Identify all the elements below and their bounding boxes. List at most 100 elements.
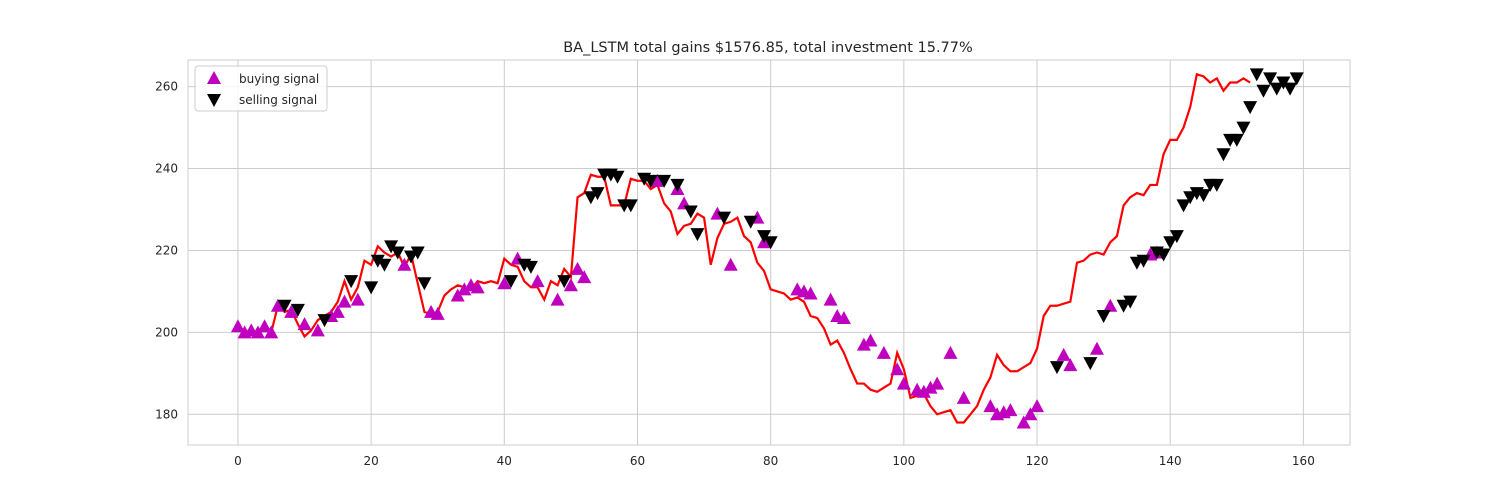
sell-signal-marker — [503, 275, 518, 289]
buy-signal-marker — [930, 376, 945, 390]
sell-signal-marker — [670, 178, 685, 192]
y-tick-label: 200 — [155, 325, 178, 339]
chart-title: BA_LSTM total gains $1576.85, total inve… — [563, 40, 973, 56]
sell-signal-marker — [657, 174, 672, 188]
buy-signal-marker — [257, 319, 272, 333]
sell-signal-marker — [1169, 230, 1184, 244]
sell-signal-marker — [290, 303, 305, 317]
buy-signal-marker — [836, 311, 851, 325]
buy-signal-marker — [650, 173, 665, 187]
buy-signal-marker — [430, 306, 445, 320]
sell-signal-marker — [1229, 133, 1244, 147]
sell-signal-marker — [1269, 82, 1284, 96]
sell-signal-marker — [1096, 309, 1111, 323]
sell-signal-marker — [763, 236, 778, 250]
buy-signal-marker — [337, 294, 352, 308]
sell-signal-marker — [1283, 82, 1298, 96]
sell-signal-marker — [1289, 72, 1304, 86]
buy-signal-marker — [1023, 407, 1038, 421]
sell-signal-marker — [277, 299, 292, 313]
buy-signal-marker — [350, 292, 365, 306]
buy-signal-marker — [723, 257, 738, 271]
buy-signal-marker — [923, 380, 938, 394]
x-tick-label: 40 — [497, 454, 512, 468]
buy-signal-marker — [1103, 298, 1118, 312]
sell-signal-marker — [1249, 68, 1264, 82]
x-tick-label: 120 — [1026, 454, 1049, 468]
sell-signal-marker — [1263, 72, 1278, 86]
legend-sell-marker — [207, 94, 221, 107]
sell-signal-marker — [1136, 254, 1151, 268]
buy-signal-marker — [823, 292, 838, 306]
y-tick-label: 240 — [155, 162, 178, 176]
sell-signal-marker — [557, 275, 572, 289]
buy-signal-marker — [563, 278, 578, 292]
buy-signal-marker — [230, 319, 245, 333]
sell-signal-marker — [1236, 121, 1251, 135]
buy-signal-marker — [284, 304, 299, 318]
legend-buy-label: buying signal — [239, 72, 319, 86]
sell-signal-marker — [404, 250, 419, 264]
buy-signal-marker — [577, 270, 592, 284]
sell-signal-marker — [370, 254, 385, 268]
sell-signal-marker — [683, 205, 698, 219]
legend-sell-label: selling signal — [239, 93, 317, 107]
buy-signal-marker — [264, 325, 279, 339]
buy-signal-marker — [297, 317, 312, 331]
buy-signal-marker — [330, 304, 345, 318]
buy-signal-marker — [457, 282, 472, 296]
buy-signal-marker — [550, 292, 565, 306]
x-tick-label: 80 — [763, 454, 778, 468]
buy-signal-marker — [270, 298, 285, 312]
grid-lines — [188, 60, 1350, 445]
sell-signal-marker — [390, 246, 405, 260]
buy-signal-marker — [856, 337, 871, 351]
sell-signal-marker — [1163, 236, 1178, 250]
buy-signal-marker — [1056, 347, 1071, 361]
buy-signal-marker — [1063, 358, 1078, 372]
sell-signal-marker — [643, 174, 658, 188]
sell-signal-marker — [610, 170, 625, 184]
sell-signal-marker — [317, 314, 332, 328]
sell-signal-marker — [1216, 148, 1231, 162]
sell-signal-marker — [364, 281, 379, 295]
buy-signal-marker — [983, 399, 998, 413]
buy-signal-marker — [896, 376, 911, 390]
legend-box — [194, 65, 328, 112]
sell-signal-marker — [623, 199, 638, 213]
buy-signal-marker — [310, 323, 325, 337]
x-tick-label: 0 — [234, 454, 242, 468]
sell-signal-marker — [1176, 199, 1191, 213]
buy-signal-marker — [876, 345, 891, 359]
sell-signal-marker — [1243, 101, 1258, 115]
x-tick-label: 140 — [1159, 454, 1182, 468]
sell-signal-marker — [417, 277, 432, 291]
buy-signal-marker — [956, 390, 971, 404]
y-tick-label: 260 — [155, 80, 178, 94]
y-axis-ticks: 180 200 220 240 260 — [155, 80, 178, 422]
buy-signal-marker — [863, 333, 878, 347]
sell-signal-markers — [277, 68, 1304, 375]
buy-signal-marker — [1003, 403, 1018, 417]
sell-signal-marker — [690, 228, 705, 242]
sell-signal-marker — [1183, 191, 1198, 205]
sell-signal-marker — [1256, 84, 1271, 98]
buy-signal-marker — [470, 280, 485, 294]
buy-signal-marker — [530, 274, 545, 288]
x-tick-label: 160 — [1292, 454, 1315, 468]
buy-signal-marker — [916, 384, 931, 398]
buy-signal-marker — [1016, 415, 1031, 429]
legend-buy-marker — [207, 71, 221, 84]
legend: buying signal selling signal — [194, 65, 328, 112]
sell-signal-marker — [344, 275, 359, 289]
sell-signal-marker — [1156, 248, 1171, 262]
x-tick-label: 60 — [630, 454, 645, 468]
plot-frame — [187, 59, 1351, 446]
buy-signal-marker — [943, 345, 958, 359]
y-tick-label: 180 — [155, 407, 178, 421]
buy-signal-marker — [497, 276, 512, 290]
sell-signal-marker — [1116, 299, 1131, 313]
sell-signal-marker — [743, 215, 758, 229]
sell-signal-marker — [1123, 295, 1138, 309]
